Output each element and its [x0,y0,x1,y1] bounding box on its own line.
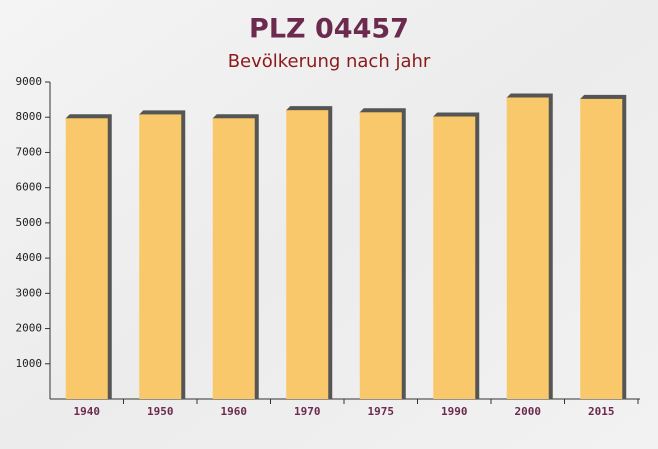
y-tick-label: 8000 [16,110,43,123]
x-tick-label: 1950 [147,405,174,418]
y-tick-label: 2000 [16,322,43,335]
x-tick-label: 1975 [368,405,395,418]
y-tick-label: 4000 [16,251,43,264]
bar [139,114,182,399]
x-tick-label: 1940 [74,405,101,418]
x-tick-label: 1960 [221,405,248,418]
y-tick-label: 9000 [16,75,43,88]
y-tick-label: 6000 [16,181,43,194]
x-tick-label: 1970 [294,405,321,418]
bar [359,112,402,400]
x-tick-label: 2000 [515,405,542,418]
y-tick-label: 7000 [16,145,43,158]
x-tick-label: 2015 [588,405,615,418]
y-tick-label: 3000 [16,286,43,299]
chart-subtitle: Bevölkerung nach jahr [228,51,431,72]
bar [65,118,108,399]
y-tick-label: 1000 [16,357,43,370]
bar [433,116,476,400]
bar [580,98,623,399]
bar [506,97,549,400]
bar [212,118,255,399]
x-tick-label: 1990 [441,405,468,418]
chart-title: PLZ 04457 [249,14,409,45]
y-tick-label: 5000 [16,216,43,229]
bar [286,110,329,399]
